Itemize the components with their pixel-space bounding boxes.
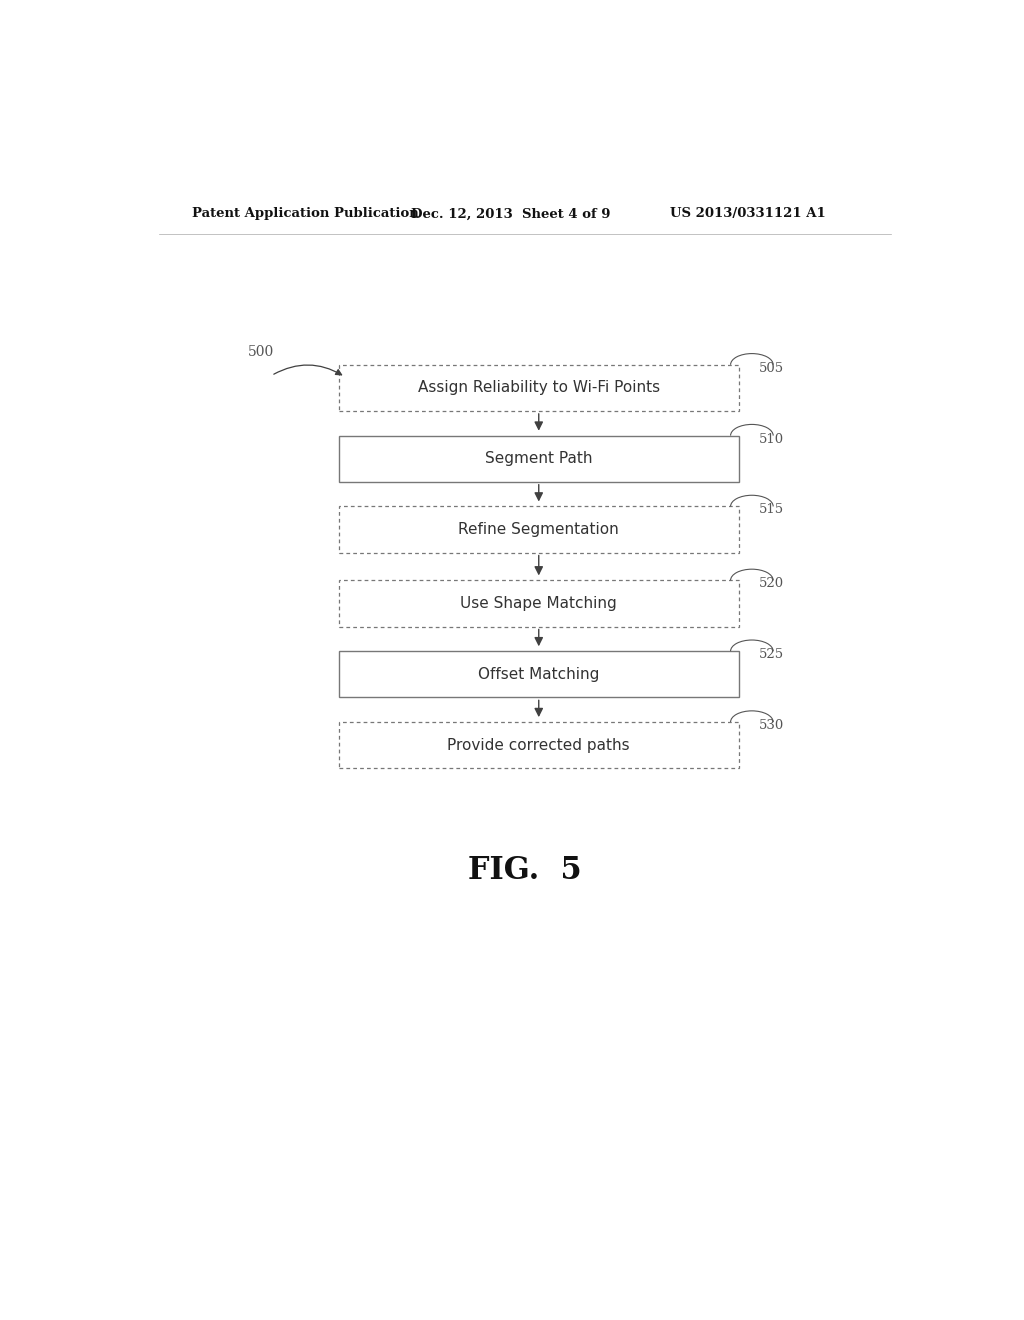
Text: FIG.  5: FIG. 5 — [468, 855, 582, 886]
Text: US 2013/0331121 A1: US 2013/0331121 A1 — [671, 207, 826, 220]
Text: Provide corrected paths: Provide corrected paths — [447, 738, 630, 752]
Text: 500: 500 — [248, 345, 274, 359]
Text: 505: 505 — [759, 362, 784, 375]
Bar — [339, 507, 738, 553]
Text: Patent Application Publication: Patent Application Publication — [191, 207, 418, 220]
Bar — [339, 651, 738, 697]
Text: Use Shape Matching: Use Shape Matching — [461, 595, 617, 611]
Text: Dec. 12, 2013  Sheet 4 of 9: Dec. 12, 2013 Sheet 4 of 9 — [411, 207, 610, 220]
Text: Offset Matching: Offset Matching — [478, 667, 599, 682]
Text: Refine Segmentation: Refine Segmentation — [459, 521, 620, 537]
Bar — [339, 722, 738, 768]
Text: 520: 520 — [759, 577, 784, 590]
Text: 530: 530 — [759, 719, 784, 733]
Bar — [339, 364, 738, 411]
Bar — [339, 436, 738, 482]
Text: 510: 510 — [759, 433, 784, 446]
Text: 525: 525 — [759, 648, 784, 661]
Text: Segment Path: Segment Path — [485, 451, 593, 466]
Text: Assign Reliability to Wi-Fi Points: Assign Reliability to Wi-Fi Points — [418, 380, 659, 396]
Bar — [339, 581, 738, 627]
Text: 515: 515 — [759, 503, 784, 516]
